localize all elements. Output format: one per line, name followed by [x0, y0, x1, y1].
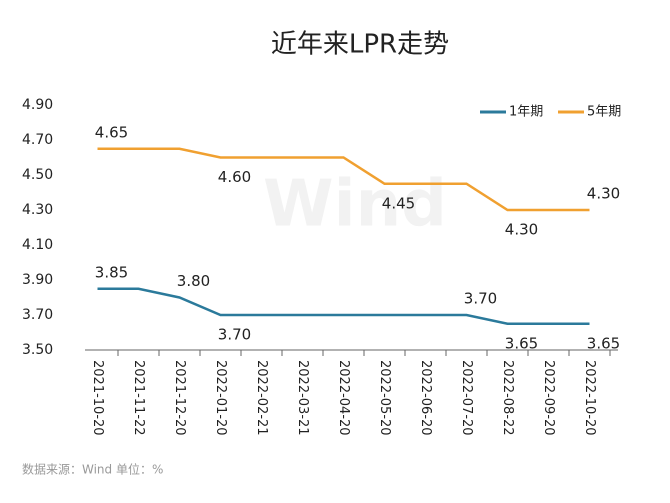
- y-tick-label: 4.90: [22, 97, 53, 113]
- data-label: 4.65: [95, 123, 128, 141]
- x-tick-label: 2022-03-21: [295, 360, 310, 436]
- x-tick-label: 2022-04-20: [336, 360, 351, 436]
- y-tick-label: 4.10: [22, 237, 53, 253]
- x-tick-label: 2022-10-20: [582, 360, 597, 436]
- y-tick-label: 3.50: [22, 342, 53, 358]
- x-tick-label: 2022-02-21: [254, 360, 269, 436]
- y-tick-label: 4.70: [22, 132, 53, 148]
- series-line: [97, 147, 590, 212]
- data-label: 3.65: [587, 334, 620, 352]
- data-label: 3.70: [218, 326, 251, 344]
- x-tick-label: 2022-01-20: [213, 360, 228, 436]
- x-tick-label: 2022-08-22: [500, 360, 515, 436]
- data-label: 4.30: [587, 185, 620, 203]
- data-label: 3.85: [95, 263, 128, 281]
- source-note: 数据来源：Wind 单位：%: [22, 462, 163, 477]
- data-label: 4.30: [505, 221, 538, 239]
- x-tick-label: 2021-10-20: [90, 360, 105, 436]
- data-label: 4.45: [382, 194, 415, 212]
- watermark: Wind: [263, 168, 447, 242]
- data-label: 3.65: [505, 334, 538, 352]
- x-tick-label: 2021-12-20: [172, 360, 187, 436]
- x-tick-label: 2022-06-20: [418, 360, 433, 436]
- x-tick-label: 2022-07-20: [459, 360, 474, 436]
- x-tick-label: 2021-11-22: [131, 360, 146, 436]
- series-line: [97, 287, 590, 325]
- data-label: 4.60: [218, 168, 251, 186]
- legend-label: 5年期: [587, 105, 621, 120]
- x-tick-label: 2022-05-20: [377, 360, 392, 436]
- y-tick-label: 3.70: [22, 307, 53, 323]
- y-tick-label: 4.50: [22, 167, 53, 183]
- x-tick-label: 2022-09-20: [541, 360, 556, 436]
- y-tick-label: 3.90: [22, 272, 53, 288]
- data-label: 3.80: [177, 272, 210, 290]
- y-tick-label: 4.30: [22, 202, 53, 218]
- data-label: 3.70: [464, 290, 497, 308]
- legend-label: 1年期: [509, 105, 543, 120]
- chart-title: 近年来LPR走势: [271, 30, 449, 60]
